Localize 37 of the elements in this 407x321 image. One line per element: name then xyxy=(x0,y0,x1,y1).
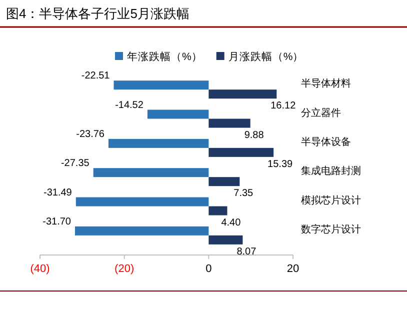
bar xyxy=(208,177,240,186)
y-tick-label: 数字芯片设计 xyxy=(301,223,361,236)
y-tick-label: 半导体材料 xyxy=(301,78,351,90)
x-tick-label: (20) xyxy=(114,263,134,275)
data-label: -14.52 xyxy=(115,100,144,111)
data-label: -31.49 xyxy=(44,187,72,198)
bar xyxy=(114,80,209,90)
data-label: 15.39 xyxy=(268,158,294,170)
bar xyxy=(208,118,250,128)
data-label: -22.51 xyxy=(81,70,110,82)
bar xyxy=(76,197,209,206)
data-label: 7.35 xyxy=(234,188,254,200)
chart-title: 图4：半导体各子行业5月涨跌幅 xyxy=(6,6,190,21)
bar xyxy=(208,206,228,216)
x-tick-label: 0 xyxy=(206,263,212,275)
data-label: 4.40 xyxy=(221,217,242,228)
bar xyxy=(208,148,274,157)
y-tick-label: 半导体设备 xyxy=(301,136,351,148)
bar xyxy=(208,90,277,99)
bar xyxy=(93,168,209,178)
bar xyxy=(108,138,209,148)
y-tick-label: 集成电路封测 xyxy=(301,165,361,178)
bar xyxy=(147,110,209,119)
y-tick-label: 模拟芯片设计 xyxy=(301,194,361,206)
bar xyxy=(208,235,243,244)
data-label: -31.70 xyxy=(42,216,72,228)
data-label: 9.88 xyxy=(244,130,264,141)
y-tick-label: 分立器件 xyxy=(301,106,341,119)
data-label: 16.12 xyxy=(270,100,296,112)
bar xyxy=(75,226,209,236)
x-tick-label: (40) xyxy=(30,263,50,275)
data-label: -27.35 xyxy=(60,158,90,170)
x-tick-label: 20 xyxy=(286,263,300,275)
legend-label: 月涨跌幅（%） xyxy=(228,51,304,63)
legend-label: 年涨跌幅（%） xyxy=(127,51,202,63)
data-label: 8.07 xyxy=(236,246,257,258)
data-label: -23.76 xyxy=(76,128,105,140)
